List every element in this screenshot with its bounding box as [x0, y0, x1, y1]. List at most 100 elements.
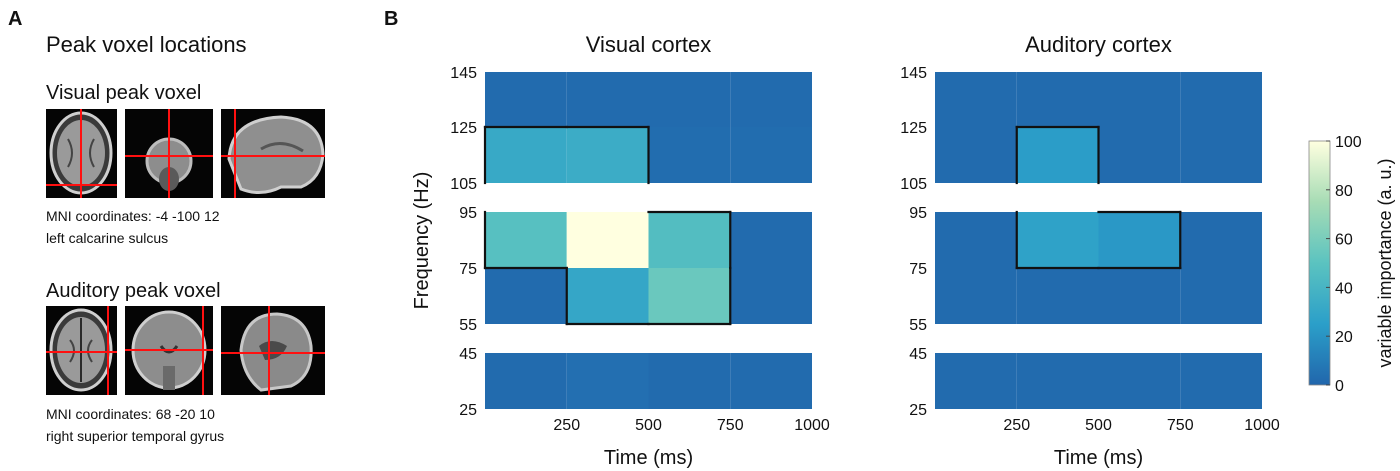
panel-b-letter: B — [384, 8, 399, 30]
y-tick-label: 25 — [909, 402, 927, 419]
y-tick-label: 25 — [459, 402, 477, 419]
y-tick-label: 125 — [450, 120, 477, 137]
heatmap-cell — [1016, 127, 1099, 183]
frequency-gap — [485, 183, 812, 212]
visual-sagittal-slice — [221, 109, 325, 198]
y-tick-label: 55 — [909, 317, 927, 334]
colorbar: 0 20 40 60 80 100 variable importance (a. u.) — [1308, 134, 1395, 395]
heatmap-cell — [1180, 127, 1262, 183]
heatmap-cell — [1180, 353, 1262, 409]
heatmap-cell — [1016, 72, 1099, 127]
heatmap-0: 25 45 55 75 95 105 125 145 250 500 750 1000 Visual c… — [411, 32, 830, 469]
x-tick-label: 500 — [1085, 417, 1112, 434]
heatmap-cell — [1180, 212, 1262, 268]
heatmap-cell — [485, 353, 567, 409]
x-tick-label: 1000 — [794, 417, 830, 434]
frequency-gap — [935, 183, 1262, 212]
heatmap-cell — [730, 212, 812, 268]
visual-mni-coordinates: MNI coordinates: -4 -100 12 — [46, 208, 220, 224]
heatmap-cell — [485, 127, 567, 183]
heatmap-cell — [1098, 127, 1181, 183]
heatmap-cell — [566, 268, 649, 324]
auditory-mni-coordinates: MNI coordinates: 68 -20 10 — [46, 406, 215, 422]
y-tick-label: 145 — [450, 65, 477, 82]
panel-a-title: Peak voxel locations — [46, 32, 247, 57]
visual-peak-heading: Visual peak voxel — [46, 82, 202, 104]
colorbar-gradient — [1308, 140, 1331, 386]
heatmap-cell — [935, 353, 1017, 409]
heatmap-cell — [485, 212, 567, 268]
heatmap-cell — [1016, 268, 1099, 324]
colorbar-tick-label: 20 — [1335, 329, 1353, 346]
heatmap-cell — [1016, 212, 1099, 268]
x-axis-label: Time (ms) — [1054, 447, 1143, 469]
auditory-coronal-slice — [125, 306, 213, 395]
frequency-gap — [935, 324, 1262, 353]
visual-axial-slice — [46, 109, 117, 198]
heatmap-cell — [648, 72, 731, 127]
y-tick-label: 105 — [900, 176, 927, 193]
heatmap-cell — [1098, 353, 1181, 409]
chart-title: Auditory cortex — [1025, 32, 1172, 57]
heatmap-cell — [1098, 72, 1181, 127]
y-tick-label: 75 — [909, 261, 927, 278]
chart-title: Visual cortex — [586, 32, 712, 57]
heatmap-cell — [1180, 268, 1262, 324]
heatmap-cell — [935, 72, 1017, 127]
y-tick-label: 125 — [900, 120, 927, 137]
x-tick-label: 500 — [635, 417, 662, 434]
x-axis-label: Time (ms) — [604, 447, 693, 469]
visual-region: left calcarine sulcus — [46, 230, 169, 246]
y-tick-label: 145 — [900, 65, 927, 82]
y-tick-label: 45 — [909, 346, 927, 363]
x-tick-label: 250 — [1003, 417, 1030, 434]
colorbar-tick-label: 100 — [1335, 134, 1362, 151]
colorbar-tick-label: 80 — [1335, 183, 1353, 200]
heatmap-cell — [648, 127, 731, 183]
colorbar-tick-label: 60 — [1335, 232, 1353, 249]
panel-a-letter: A — [8, 8, 23, 30]
auditory-region: right superior temporal gyrus — [46, 428, 225, 444]
heatmap-cell — [730, 353, 812, 409]
y-axis-label: Frequency (Hz) — [411, 172, 433, 310]
heatmap-cell — [935, 268, 1017, 324]
auditory-axial-slice — [46, 306, 117, 395]
y-tick-label: 105 — [450, 176, 477, 193]
heatmap-cell — [1016, 353, 1099, 409]
visual-coronal-slice — [125, 109, 213, 198]
heatmap-cell — [730, 127, 812, 183]
auditory-peak-heading: Auditory peak voxel — [46, 280, 221, 302]
heatmap-cell — [648, 268, 731, 324]
x-tick-label: 250 — [553, 417, 580, 434]
x-tick-label: 750 — [717, 417, 744, 434]
heatmap-cell — [1180, 72, 1262, 127]
heatmap-cell — [1098, 212, 1181, 268]
auditory-peak-info: MNI coordinates: 68 -20 10 right superio… — [46, 403, 224, 447]
heatmap-cell — [730, 72, 812, 127]
heatmap-cell — [730, 268, 812, 324]
colorbar-label: variable importance (a. u.) — [1375, 158, 1395, 367]
y-tick-label: 95 — [459, 205, 477, 222]
heatmap-cell — [485, 268, 567, 324]
heatmap-cell — [566, 212, 649, 268]
heatmap-cell — [648, 353, 731, 409]
frequency-gap — [485, 324, 812, 353]
heatmap-cell — [1098, 268, 1181, 324]
y-tick-label: 75 — [459, 261, 477, 278]
heatmap-cell — [935, 127, 1017, 183]
auditory-sagittal-slice — [221, 306, 325, 395]
heatmap-cell — [566, 127, 649, 183]
heatmap-cell — [935, 212, 1017, 268]
heatmap-cell — [485, 72, 567, 127]
visual-peak-info: MNI coordinates: -4 -100 12 left calcari… — [46, 205, 220, 249]
x-tick-label: 750 — [1167, 417, 1194, 434]
y-tick-label: 55 — [459, 317, 477, 334]
heatmap-cell — [648, 212, 731, 268]
heatmap-cell — [566, 353, 649, 409]
heatmap-cell — [566, 72, 649, 127]
y-tick-label: 95 — [909, 205, 927, 222]
y-tick-label: 45 — [459, 346, 477, 363]
heatmap-1: 25 45 55 75 95 105 125 145 250 500 750 1000 Auditory… — [900, 32, 1280, 469]
colorbar-tick-label: 40 — [1335, 280, 1353, 297]
